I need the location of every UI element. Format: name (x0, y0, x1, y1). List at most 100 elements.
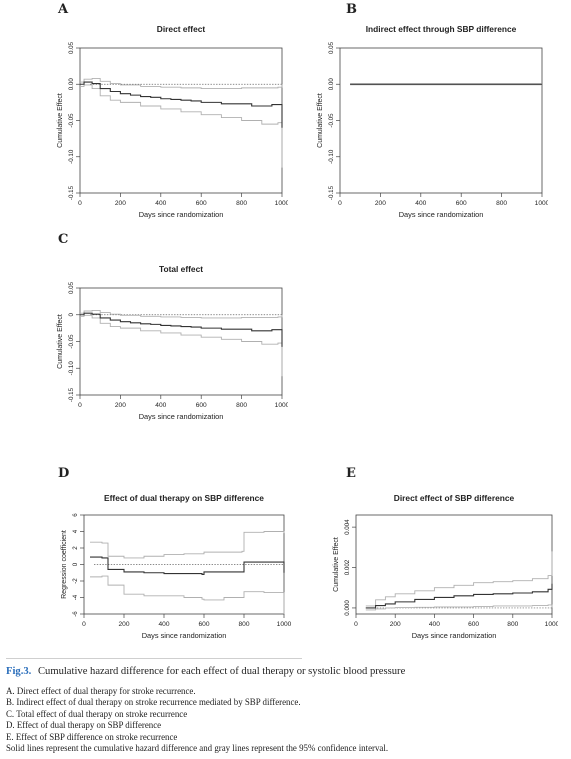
x-tick-label: 800 (236, 402, 247, 409)
x-tick-label: 800 (496, 200, 507, 207)
x-tick-label: 0 (78, 402, 82, 409)
chart-title: Direct effect (157, 24, 206, 34)
x-tick-label: 200 (375, 200, 386, 207)
series-ci-lower (365, 604, 553, 611)
x-axis-label: Days since randomization (399, 210, 484, 219)
chart-title: Direct effect of SBP difference (394, 493, 515, 503)
plot-frame (339, 47, 543, 194)
x-tick-label: 800 (236, 200, 247, 207)
series-ci-upper (80, 78, 283, 90)
y-tick-label: -0.05 (68, 113, 75, 128)
series-ci-upper (90, 531, 285, 559)
x-tick-label: 400 (415, 200, 426, 207)
y-tick-label: 2 (72, 546, 79, 550)
panel-a-chart: Direct effect 0 200 400 600 800 1000 Days since… (57, 24, 288, 219)
y-tick-label: 0.000 (344, 600, 351, 616)
x-tick-label: 1000 (275, 402, 288, 409)
x-tick-label: 400 (158, 621, 169, 628)
y-tick-label: -6 (72, 611, 79, 617)
x-tick-label: 1000 (277, 621, 292, 628)
panel-letter-c: C (58, 232, 69, 247)
y-tick-label: -0.15 (68, 387, 75, 402)
y-tick-label: 0 (68, 312, 75, 316)
x-tick-label: 200 (115, 402, 126, 409)
x-tick-label: 0 (338, 200, 342, 207)
caption-line-legend: Solid lines represent the cumulative haz… (6, 743, 389, 754)
x-tick-label: 600 (468, 621, 479, 628)
y-tick-label: -4 (72, 594, 79, 600)
x-tick-label: 400 (429, 621, 440, 628)
y-tick-label: 0.00 (328, 78, 335, 91)
x-tick-label: 800 (507, 621, 518, 628)
x-axis-label: Days since randomization (139, 210, 224, 219)
y-tick-label: -0.10 (328, 149, 335, 164)
x-tick-label: 600 (196, 402, 207, 409)
y-tick-label: 0.05 (68, 281, 75, 294)
y-tick-label: -0.10 (68, 149, 75, 164)
x-tick-label: 600 (198, 621, 209, 628)
series-ci-lower (80, 314, 283, 377)
x-tick-label: 0 (354, 621, 358, 628)
figure-label: Fig.3. (6, 666, 32, 677)
panel-e-chart: Direct effect of SBP difference 0 200 400 60… (333, 493, 558, 640)
x-tick-label: 200 (390, 621, 401, 628)
y-tick-label: -0.10 (68, 361, 75, 376)
panel-letter-d: D (58, 466, 70, 481)
series-ci-upper (80, 310, 283, 319)
x-tick-label: 200 (115, 200, 126, 207)
x-axis-label: Days since randomization (142, 631, 227, 640)
x-tick-label: 400 (155, 402, 166, 409)
y-tick-label: 0.002 (344, 559, 351, 575)
series-estimate (80, 312, 283, 347)
panel-b-chart: Indirect effect through SBP difference 0 2… (317, 24, 548, 219)
y-axis-label: Cumulative Effect (333, 537, 340, 592)
x-axis-label: Days since randomization (139, 412, 224, 421)
series-estimate (90, 556, 285, 575)
y-tick-label: -2 (72, 578, 79, 584)
x-tick-label: 0 (82, 621, 86, 628)
x-tick-label: 200 (118, 621, 129, 628)
y-tick-label: 0.00 (68, 78, 75, 91)
figure-caption: Fig.3. Cumulative hazard difference for … (6, 666, 566, 754)
panel-letter-b: B (346, 2, 357, 17)
caption-divider (6, 658, 302, 659)
series-estimate (365, 583, 553, 609)
chart-title: Indirect effect through SBP difference (366, 24, 517, 34)
chart-title: Total effect (159, 264, 203, 274)
x-tick-label: 1000 (545, 621, 558, 628)
caption-line-b: B. Indirect effect of dual therapy on st… (6, 697, 301, 708)
caption-title: Cumulative hazard difference for each ef… (37, 666, 406, 677)
series-estimate (80, 81, 283, 128)
panel-letter-a: A (58, 2, 69, 17)
y-tick-label: 4 (72, 529, 79, 533)
y-tick-label: -0.05 (328, 113, 335, 128)
series-ci-upper (365, 551, 553, 607)
series-ci-lower (90, 575, 285, 614)
caption-line-c: C. Total effect of dual therapy on strok… (6, 708, 188, 719)
y-tick-label: -0.05 (68, 334, 75, 349)
panel-letter-e: E (346, 466, 356, 481)
x-tick-label: 1000 (535, 200, 548, 207)
y-tick-label: 0.05 (328, 41, 335, 54)
panel-c-chart: Total effect 0 200 400 600 800 1000 Days since … (57, 264, 288, 421)
y-tick-label: 0.05 (68, 41, 75, 54)
chart-title: Effect of dual therapy on SBP difference (104, 493, 264, 503)
x-axis-label: Days since randomization (412, 631, 497, 640)
x-tick-label: 800 (238, 621, 249, 628)
y-tick-label: 0.004 (344, 519, 351, 535)
y-axis-label: Cumulative Effect (317, 93, 324, 148)
y-tick-label: -0.15 (68, 185, 75, 200)
caption-title-line: Fig.3. Cumulative hazard difference for … (6, 666, 566, 677)
y-tick-label: 6 (72, 513, 79, 517)
y-tick-label: 0 (72, 562, 79, 566)
x-tick-label: 0 (78, 200, 82, 207)
x-tick-label: 600 (456, 200, 467, 207)
caption-line-e: E. Effect of SBP difference on stroke re… (6, 731, 178, 742)
y-axis-label: Cumulative Effect (57, 314, 64, 369)
x-tick-label: 1000 (275, 200, 288, 207)
y-axis-label: Cumulative Effect (57, 93, 64, 148)
y-axis-label: Regression coefficient (61, 530, 68, 599)
panel-d-chart: Effect of dual therapy on SBP difference… (61, 493, 292, 640)
caption-line-a: A. Direct effect of dual therapy for str… (6, 686, 196, 696)
y-tick-label: -0.15 (328, 185, 335, 200)
